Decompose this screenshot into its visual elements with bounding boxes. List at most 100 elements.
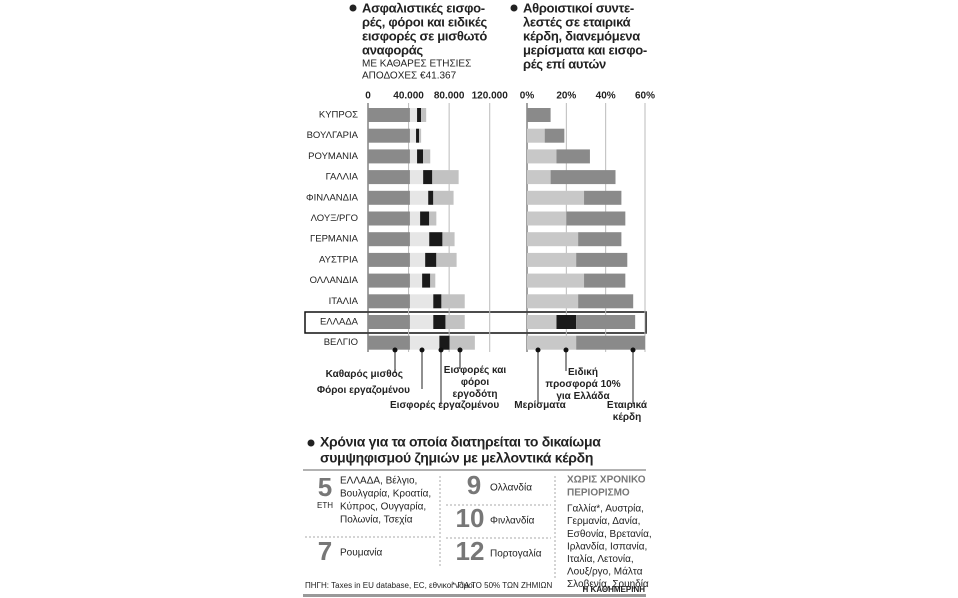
category-label: ΚΥΠΡΟΣ — [319, 110, 358, 121]
country-list: Γερμανία, Δανία, — [567, 515, 640, 527]
bar-segment — [368, 294, 410, 309]
bar-segment — [576, 335, 645, 350]
legend-label: Εταιρικά κέρδη — [606, 400, 648, 423]
bar-segment — [445, 315, 465, 329]
source: ΠΗΓΗ: Taxes in EU database, EC, εθνικοί … — [305, 581, 475, 590]
bar-segment — [550, 170, 616, 185]
years-number: 10 — [456, 503, 485, 533]
bar-segment — [527, 211, 567, 226]
years-number: 12 — [456, 536, 485, 566]
bar-segment — [527, 128, 545, 143]
category-label: ΓΕΡΜΑΝΙΑ — [310, 234, 359, 245]
country-list: ΕΛΛΑΔΑ, Βέλγιο, — [340, 475, 417, 487]
bar-segment — [409, 170, 424, 185]
bar-segment — [576, 315, 636, 329]
section-title: συμψηφισμού ζημιών με μελλοντικά κέρδη — [320, 450, 593, 466]
chart-title: ρές, φόροι και ειδικές — [362, 14, 487, 29]
bar-segment — [409, 273, 423, 288]
bar-segment — [527, 108, 551, 122]
bar-segment — [436, 252, 457, 267]
no-limit-heading: ΧΩΡΙΣ ΧΡΟΝΙΚΟ — [567, 475, 646, 486]
chart-title: κέρδη, διανεμόμενα — [523, 28, 640, 43]
chart-title: εισφορές σε μισθωτό — [362, 28, 487, 43]
legend-dot — [419, 347, 425, 353]
legend-label: Εισφορές εργαζομένου — [390, 400, 500, 411]
bar-segment — [578, 232, 622, 247]
country-list: Ολλανδία — [490, 482, 532, 494]
country-list: Εσθονία, Βρετανία, — [567, 528, 652, 540]
bar-segment — [449, 335, 475, 350]
bar-segment — [419, 128, 422, 143]
bar-segment — [527, 170, 551, 185]
bar-segment — [429, 232, 443, 247]
x-tick-label: 60% — [635, 91, 655, 102]
no-limit-heading: ΠΕΡΙΟΡΙΣΜΟ — [567, 488, 630, 499]
country-list: Γαλλία*, Αυστρία, — [567, 503, 644, 515]
x-tick-label: 0% — [520, 91, 535, 102]
category-label: ΡΟΥΜΑΝΙΑ — [308, 151, 359, 162]
legend-label: Ειδική προσφορά 10% για Ελλάδα — [545, 367, 621, 402]
bar-segment — [409, 232, 430, 247]
category-label: ΟΛΛΑΝΔΙΑ — [310, 275, 359, 286]
bullet — [510, 4, 518, 12]
chart-title: λεστές σε εταιρικά — [523, 14, 631, 29]
bar-segment — [428, 190, 434, 205]
highlight-frame — [304, 311, 647, 334]
legend-dot — [457, 347, 463, 353]
chart-title: Ασφαλιστικές εισφο- — [362, 0, 485, 15]
bar-segment — [527, 273, 585, 288]
bar-segment — [409, 108, 418, 122]
publisher: Η ΚΑΘΗΜΕΡΙΝΗ — [583, 585, 646, 594]
bar-segment — [417, 108, 422, 122]
bar-segment — [576, 252, 628, 267]
bar-segment — [409, 315, 434, 329]
category-label: ΙΤΑΛΙΑ — [329, 296, 359, 307]
bar-segment — [527, 232, 579, 247]
footnote: * ΓΙΑ ΤΟ 50% ΤΩΝ ΖΗΜΙΩΝ — [452, 581, 552, 590]
x-tick-label: 40% — [596, 91, 616, 102]
bar-segment — [409, 252, 426, 267]
legend-label: Μερίσματα — [514, 400, 566, 411]
bar-segment — [442, 232, 455, 247]
bar-segment — [417, 149, 424, 164]
category-label: ΒΕΛΓΙΟ — [324, 337, 358, 348]
x-tick-label: 20% — [556, 91, 576, 102]
bar-segment — [566, 211, 626, 226]
bar-segment — [432, 170, 459, 185]
bar-segment — [420, 211, 430, 226]
rule — [303, 594, 646, 597]
legend-dot — [392, 347, 398, 353]
country-list: Ρουμανία — [340, 547, 382, 559]
bar-segment — [423, 149, 431, 164]
bar-segment — [430, 273, 436, 288]
chart-subtitle: ΜΕ ΚΑΘΑΡΕΣ ΕΤΗΣΙΕΣ — [362, 59, 471, 70]
bar-segment — [409, 335, 440, 350]
bar-segment — [368, 149, 410, 164]
bar-segment — [556, 315, 577, 329]
category-label: ΕΛΛΑΔΑ — [320, 317, 359, 328]
bar-segment — [409, 211, 421, 226]
bullet — [307, 439, 315, 447]
bar-segment — [425, 252, 437, 267]
country-list: Κύπρος, Ουγγαρία, — [340, 501, 426, 513]
bar-segment — [416, 128, 420, 143]
section-title: Χρόνια για τα οποία διατηρείται το δικαί… — [320, 434, 601, 450]
bar-segment — [527, 149, 557, 164]
legend-dot — [563, 347, 569, 353]
bar-segment — [368, 170, 410, 185]
bar-segment — [433, 294, 442, 309]
bar-segment — [368, 232, 410, 247]
chart-title: ρές επί αυτών — [523, 56, 606, 71]
legend-label: Εισφορές και φόροι εργοδότη — [443, 365, 507, 400]
chart-subtitle: ΑΠΟΔΟΧΕΣ €41.367 — [362, 71, 457, 82]
bar-segment — [578, 294, 634, 309]
country-list: Σλοβενία, Σουηδία — [567, 578, 649, 590]
bar-segment — [422, 273, 431, 288]
legend-dot — [630, 347, 636, 353]
bar-segment — [409, 190, 429, 205]
category-label: ΦΙΝΛΑΝΔΙΑ — [306, 192, 359, 203]
bar-segment — [368, 190, 410, 205]
bar-segment — [368, 211, 410, 226]
